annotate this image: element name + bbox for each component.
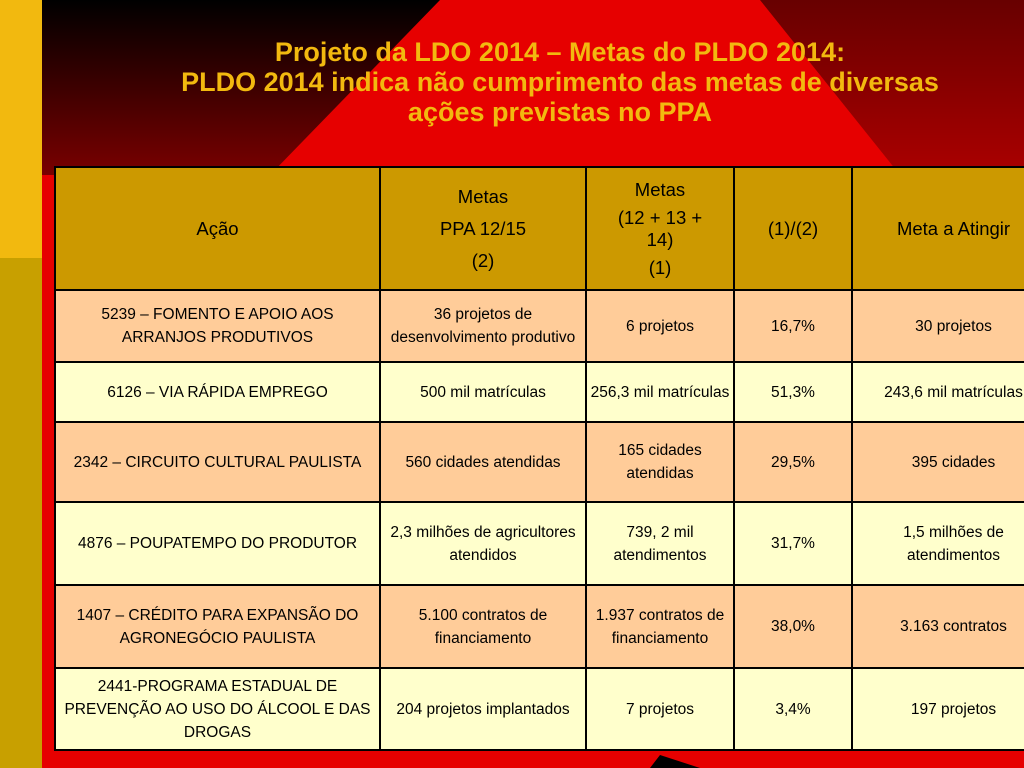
cell-meta-atingir: 1,5 milhões de atendimentos <box>851 501 1024 586</box>
title-line-2: PLDO 2014 indica não cumprimento das met… <box>181 67 939 97</box>
cell-acao: 2441-PROGRAMA ESTADUAL DE PREVENÇÃO AO U… <box>54 667 381 751</box>
cell-acao: 6126 – VIA RÁPIDA EMPREGO <box>54 361 381 423</box>
header-meta-atingir: Meta a Atingir <box>851 166 1024 291</box>
cell-metas-12-14: 1.937 contratos de financiamento <box>585 584 735 669</box>
slide-title: Projeto da LDO 2014 – Metas do PLDO 2014… <box>60 37 1024 127</box>
title-line-1: Projeto da LDO 2014 – Metas do PLDO 2014… <box>274 37 846 67</box>
cell-meta-atingir: 243,6 mil matrículas <box>851 361 1024 423</box>
cell-meta-atingir: 197 projetos <box>851 667 1024 751</box>
table-row: 5239 – FOMENTO E APOIO AOS ARRANJOS PROD… <box>54 289 1024 363</box>
table-row: 2342 – CIRCUITO CULTURAL PAULISTA 560 ci… <box>54 421 1024 503</box>
cell-ratio: 16,7% <box>733 289 853 363</box>
cell-meta-atingir: 395 cidades <box>851 421 1024 503</box>
cell-meta-atingir: 3.163 contratos <box>851 584 1024 669</box>
cell-metas-12-14: 165 cidades atendidas <box>585 421 735 503</box>
header-metas-ppa: Metas PPA 12/15 (2) <box>379 166 587 291</box>
cell-acao: 5239 – FOMENTO E APOIO AOS ARRANJOS PROD… <box>54 289 381 363</box>
cell-ratio: 31,7% <box>733 501 853 586</box>
cell-metas-ppa: 5.100 contratos de financiamento <box>379 584 587 669</box>
header-acao: Ação <box>54 166 381 291</box>
cell-ratio: 51,3% <box>733 361 853 423</box>
cell-metas-12-14: 6 projetos <box>585 289 735 363</box>
cell-ratio: 29,5% <box>733 421 853 503</box>
title-line-3: ações previstas no PPA <box>407 97 713 127</box>
table-row: 1407 – CRÉDITO PARA EXPANSÃO DO AGRONEGÓ… <box>54 584 1024 669</box>
cell-metas-ppa: 36 projetos de desenvolvimento produtivo <box>379 289 587 363</box>
metas-table: Ação Metas PPA 12/15 (2) Metas (12 + 13 … <box>54 166 1024 751</box>
cell-metas-12-14: 739, 2 mil atendimentos <box>585 501 735 586</box>
cell-metas-ppa: 204 projetos implantados <box>379 667 587 751</box>
cell-metas-ppa: 560 cidades atendidas <box>379 421 587 503</box>
table-row: 4876 – POUPATEMPO DO PRODUTOR 2,3 milhõe… <box>54 501 1024 586</box>
table-header-row: Ação Metas PPA 12/15 (2) Metas (12 + 13 … <box>54 166 1024 291</box>
cell-meta-atingir: 30 projetos <box>851 289 1024 363</box>
cell-ratio: 38,0% <box>733 584 853 669</box>
cell-metas-12-14: 7 projetos <box>585 667 735 751</box>
header-ratio: (1)/(2) <box>733 166 853 291</box>
header-metas-12-14: Metas (12 + 13 + 14) (1) <box>585 166 735 291</box>
table-row: 6126 – VIA RÁPIDA EMPREGO 500 mil matríc… <box>54 361 1024 423</box>
table-row: 2441-PROGRAMA ESTADUAL DE PREVENÇÃO AO U… <box>54 667 1024 751</box>
cell-metas-12-14: 256,3 mil matrículas <box>585 361 735 423</box>
cell-metas-ppa: 500 mil matrículas <box>379 361 587 423</box>
cell-acao: 2342 – CIRCUITO CULTURAL PAULISTA <box>54 421 381 503</box>
cell-metas-ppa: 2,3 milhões de agricultores atendidos <box>379 501 587 586</box>
cell-acao: 1407 – CRÉDITO PARA EXPANSÃO DO AGRONEGÓ… <box>54 584 381 669</box>
cell-acao: 4876 – POUPATEMPO DO PRODUTOR <box>54 501 381 586</box>
cell-ratio: 3,4% <box>733 667 853 751</box>
